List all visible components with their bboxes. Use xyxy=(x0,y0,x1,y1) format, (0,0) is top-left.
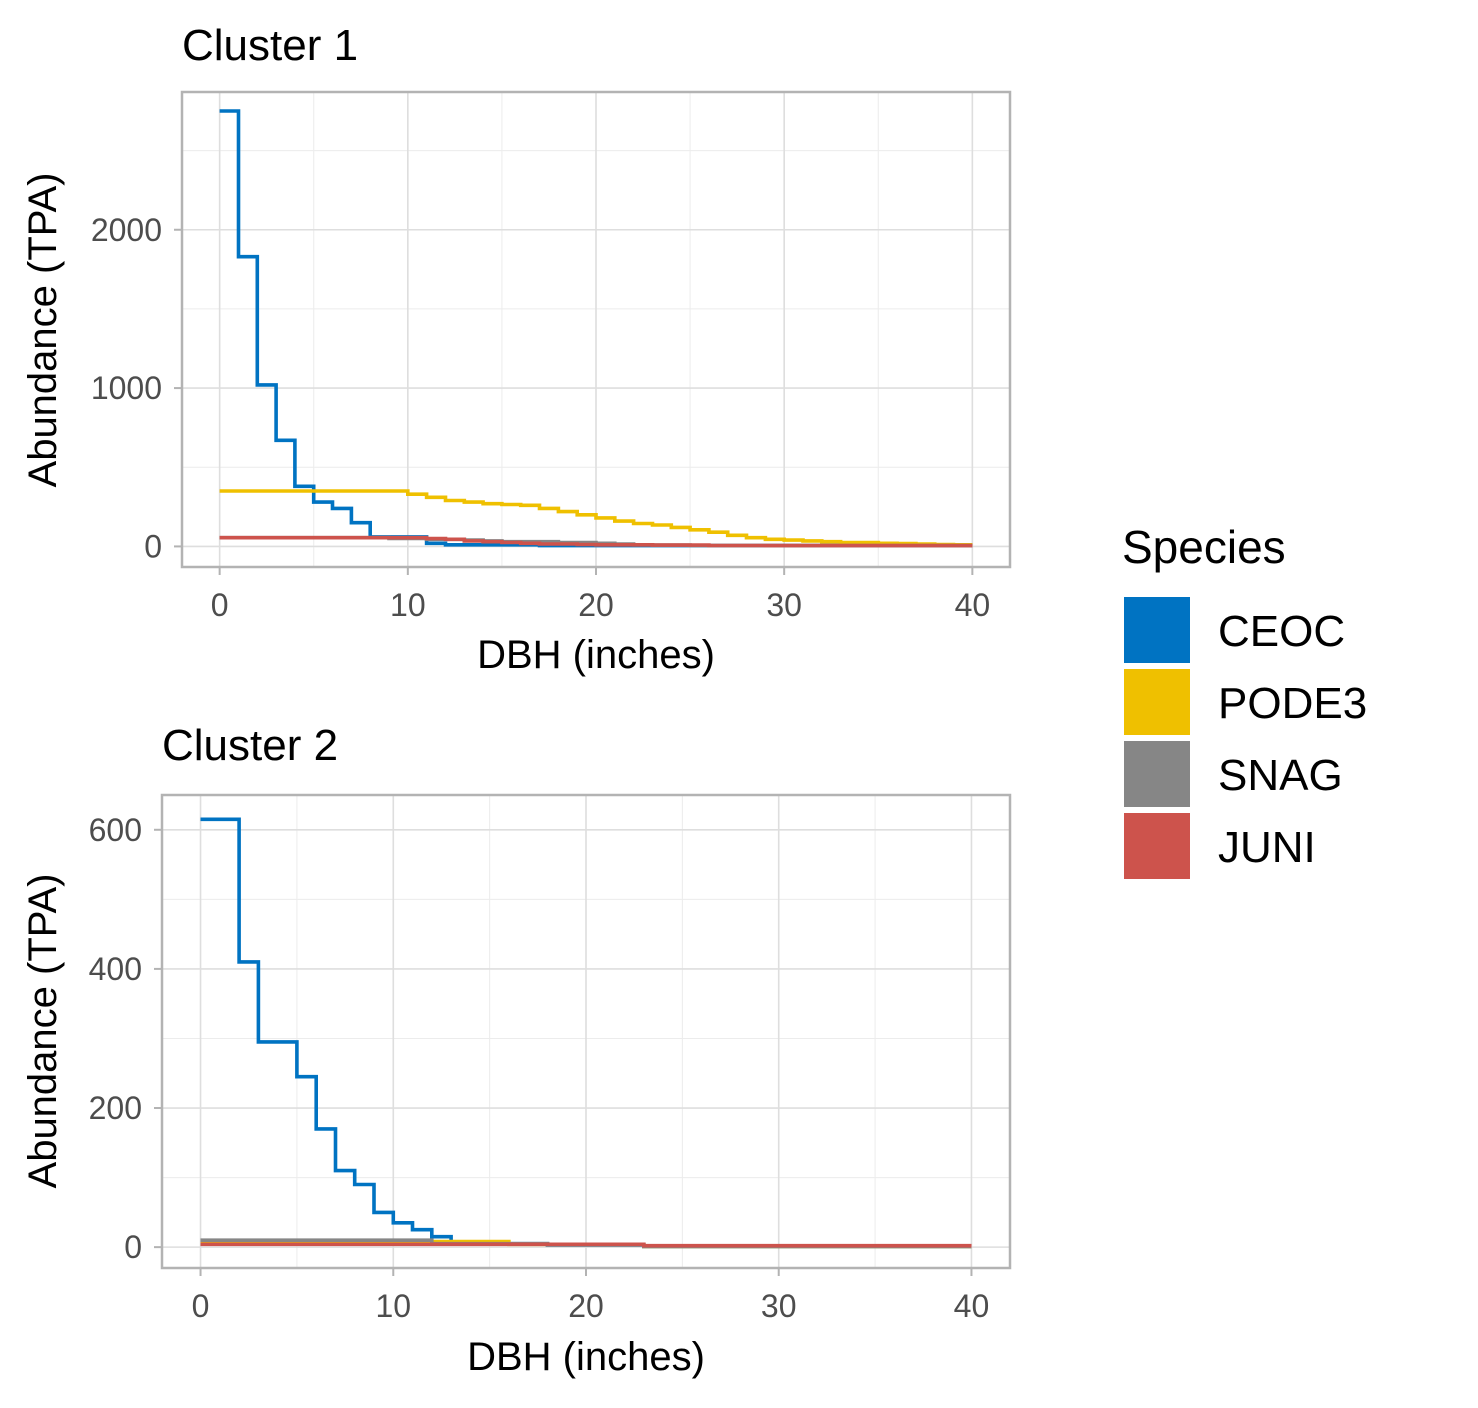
cluster-2-x-tick-label: 0 xyxy=(192,1288,210,1324)
cluster-1-x-tick-label: 20 xyxy=(578,587,614,623)
legend: Species CEOC PODE3 SNAG JUNI xyxy=(1122,521,1367,879)
legend-label-ceoc: CEOC xyxy=(1218,607,1345,656)
legend-label-snag: SNAG xyxy=(1218,751,1343,800)
cluster-1-x-tick-label: 0 xyxy=(211,587,229,623)
cluster-1-y-tick-label: 0 xyxy=(144,528,162,564)
cluster-2-y-tick-label: 600 xyxy=(89,812,142,848)
cluster-2-gridlines xyxy=(162,795,1010,1268)
legend-swatch-juni xyxy=(1124,813,1190,879)
legend-label-pode3: PODE3 xyxy=(1218,679,1367,728)
cluster-1-x-axis-title: DBH (inches) xyxy=(477,633,715,677)
legend-items: CEOC PODE3 SNAG JUNI xyxy=(1124,597,1367,879)
cluster-1-y-tick-label: 2000 xyxy=(91,212,162,248)
cluster-1-series-juni-line xyxy=(219,535,973,548)
cluster-1-title: Cluster 1 xyxy=(182,21,358,70)
cluster-1-x-tick-label: 10 xyxy=(390,587,426,623)
cluster-2-x-tick-label: 20 xyxy=(568,1288,604,1324)
cluster-2-y-axis-title: Abundance (TPA) xyxy=(21,874,65,1189)
cluster-2-y-tick-label: 400 xyxy=(89,951,142,987)
cluster-2-x-tick-label: 40 xyxy=(954,1288,990,1324)
cluster-1-ticks: 0 10 20 30 40 0 1000 2000 xyxy=(91,212,990,623)
cluster-1-gridlines xyxy=(182,92,1010,567)
cluster-1-y-axis-title: Abundance (TPA) xyxy=(21,173,65,488)
legend-swatch-pode3 xyxy=(1124,669,1190,735)
cluster-1-panel: Cluster 1 0 10 20 30 40 0 1000 2000 DBH (inches… xyxy=(21,21,1012,677)
legend-label-juni: JUNI xyxy=(1218,823,1316,872)
legend-swatch-ceoc xyxy=(1124,597,1190,663)
cluster-2-x-tick-label: 10 xyxy=(375,1288,411,1324)
cluster-2-title: Cluster 2 xyxy=(162,721,338,770)
cluster-2-y-tick-label: 200 xyxy=(89,1090,142,1126)
cluster-2-series-juni-line xyxy=(200,1242,972,1248)
cluster-2-y-tick-label: 0 xyxy=(124,1229,142,1265)
cluster-1-x-tick-label: 30 xyxy=(766,587,802,623)
cluster-1-series xyxy=(219,109,973,548)
cluster-1-x-tick-label: 40 xyxy=(955,587,991,623)
cluster-1-y-tick-label: 1000 xyxy=(91,370,162,406)
cluster-2-series xyxy=(200,817,972,1249)
cluster-2-x-axis-title: DBH (inches) xyxy=(467,1335,705,1379)
cluster-1-series-pode3-line xyxy=(219,489,973,547)
cluster-2-x-tick-label: 30 xyxy=(761,1288,797,1324)
legend-title: Species xyxy=(1122,521,1286,573)
legend-swatch-snag xyxy=(1124,741,1190,807)
